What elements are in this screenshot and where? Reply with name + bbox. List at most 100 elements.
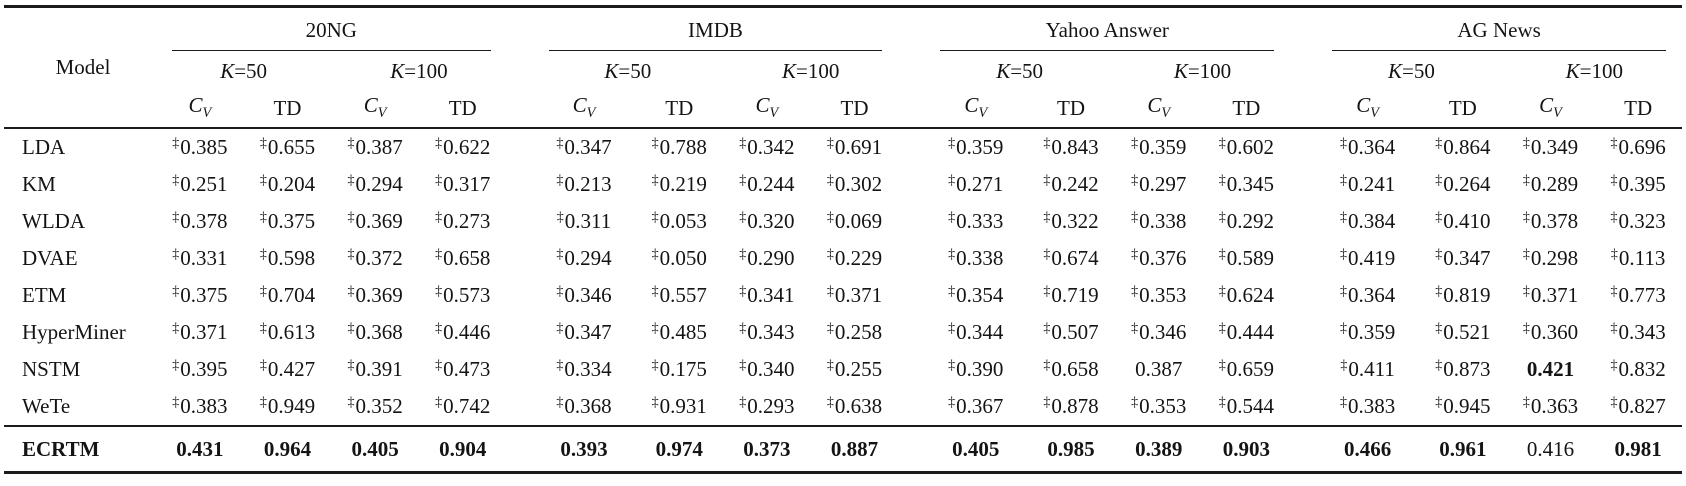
double-dagger-marker: ‡ [1610,284,1619,299]
value-cell: ‡0.485 [635,314,723,351]
double-dagger-marker: ‡ [1435,173,1444,188]
double-dagger-marker: ‡ [826,173,835,188]
value-cell: ‡0.602 [1203,128,1291,166]
metric-value: 0.598 [267,246,316,270]
double-dagger-marker: ‡ [1131,173,1140,188]
double-dagger-marker: ‡ [826,395,835,410]
metric-value: 0.904 [439,436,487,461]
metric-header-cv: CV [1290,89,1420,129]
model-cell: ETM [22,283,67,307]
metric-header-cv: CV [898,89,1028,129]
metric-value: 0.368 [355,320,403,344]
value-cell: ‡0.333 [898,203,1027,240]
value-cell: ‡0.340 [723,351,811,388]
metric-value: 0.294 [355,172,403,196]
value-cell: ‡0.622 [419,128,507,166]
value-cell: ‡0.359 [898,128,1027,166]
metric-value: 0.204 [267,172,316,196]
value-cell: ‡0.294 [331,166,419,203]
double-dagger-marker: ‡ [739,321,748,336]
value-cell: ‡0.719 [1027,277,1115,314]
metric-value: 0.375 [267,209,316,233]
double-dagger-marker: ‡ [1043,321,1052,336]
metric-value: 0.410 [1443,209,1491,233]
table-row: WeTe ‡0.383 ‡0.949 ‡0.352 ‡0.742 ‡0.368 ‡0.931… [4,388,1682,426]
metric-value: 0.323 [1618,209,1666,233]
model-cell: WeTe [22,394,71,418]
metric-value: 0.360 [1530,320,1579,344]
double-dagger-marker: ‡ [1339,247,1348,262]
model-cell: WLDA [22,209,85,233]
metric-value: 0.873 [1443,357,1491,381]
value-cell: ‡0.371 [1507,277,1595,314]
double-dagger-marker: ‡ [1131,247,1140,262]
double-dagger-marker: ‡ [1218,321,1227,336]
metric-value: 0.344 [956,320,1004,344]
double-dagger-marker: ‡ [651,358,660,373]
double-dagger-marker: ‡ [1435,284,1444,299]
double-dagger-marker: ‡ [347,358,356,373]
double-dagger-marker: ‡ [1339,395,1348,410]
metric-value: 0.053 [659,209,707,233]
metric-header-cv: CV [723,89,811,129]
value-cell: ‡0.376 [1115,240,1203,277]
metric-value: 0.691 [834,135,883,159]
value-cell: 0.961 [1419,425,1507,473]
metric-value: 0.655 [267,135,316,159]
double-dagger-marker: ‡ [1522,321,1531,336]
value-cell: 0.405 [331,425,419,473]
double-dagger-marker: ‡ [1043,210,1052,225]
value-cell: ‡0.949 [244,388,332,426]
double-dagger-marker: ‡ [435,395,444,410]
value-cell: ‡0.264 [1419,166,1507,203]
value-cell: ‡0.352 [331,388,419,426]
dataset-label: IMDB [548,12,883,51]
metric-value: 0.242 [1051,172,1099,196]
double-dagger-marker: ‡ [1043,284,1052,299]
metric-value: 0.981 [1614,436,1662,461]
value-cell: ‡0.359 [1115,128,1203,166]
value-cell: ‡0.507 [1027,314,1115,351]
double-dagger-marker: ‡ [556,321,565,336]
metric-value: 0.411 [1348,357,1395,381]
metric-value: 0.391 [355,357,403,381]
metric-value: 0.405 [952,436,1000,461]
double-dagger-marker: ‡ [1610,136,1619,151]
metric-value: 0.602 [1226,135,1274,159]
metric-value: 0.273 [443,209,491,233]
k-header: K=50 [220,59,268,83]
metric-value: 0.931 [659,394,707,418]
metric-value: 0.696 [1618,135,1666,159]
value-cell: ‡0.624 [1203,277,1291,314]
dataset-header-imdb: IMDB [507,7,899,55]
double-dagger-marker: ‡ [556,358,565,373]
value-cell: ‡0.347 [507,314,636,351]
metric-value: 0.364 [1347,135,1396,159]
value-cell: ‡0.251 [156,166,244,203]
value-cell: ‡0.050 [635,240,723,277]
value-cell: ‡0.369 [331,277,419,314]
double-dagger-marker: ‡ [1131,210,1140,225]
value-cell: ‡0.387 [331,128,419,166]
value-cell: ‡0.349 [1507,128,1595,166]
table-row: HyperMiner ‡0.371 ‡0.613 ‡0.368 ‡0.446 ‡0.347… [4,314,1682,351]
model-cell: HyperMiner [22,320,126,344]
double-dagger-marker: ‡ [1218,136,1227,151]
double-dagger-marker: ‡ [259,247,268,262]
double-dagger-marker: ‡ [347,173,356,188]
metric-value: 0.290 [747,246,795,270]
double-dagger-marker: ‡ [259,358,268,373]
value-cell: ‡0.372 [331,240,419,277]
value-cell: ‡0.788 [635,128,723,166]
double-dagger-marker: ‡ [1435,136,1444,151]
metric-value: 0.297 [1139,172,1187,196]
value-cell: ‡0.368 [331,314,419,351]
metric-value: 0.359 [1347,320,1396,344]
footer-row: ECRTM 0.431 0.964 0.405 0.904 0.393 0.974 0.373… [4,425,1682,473]
double-dagger-marker: ‡ [172,284,181,299]
metric-value: 0.363 [1530,394,1579,418]
metric-value: 0.345 [1226,172,1274,196]
metric-value: 0.251 [180,172,228,196]
double-dagger-marker: ‡ [347,395,356,410]
metric-header-td: TD [243,89,332,129]
